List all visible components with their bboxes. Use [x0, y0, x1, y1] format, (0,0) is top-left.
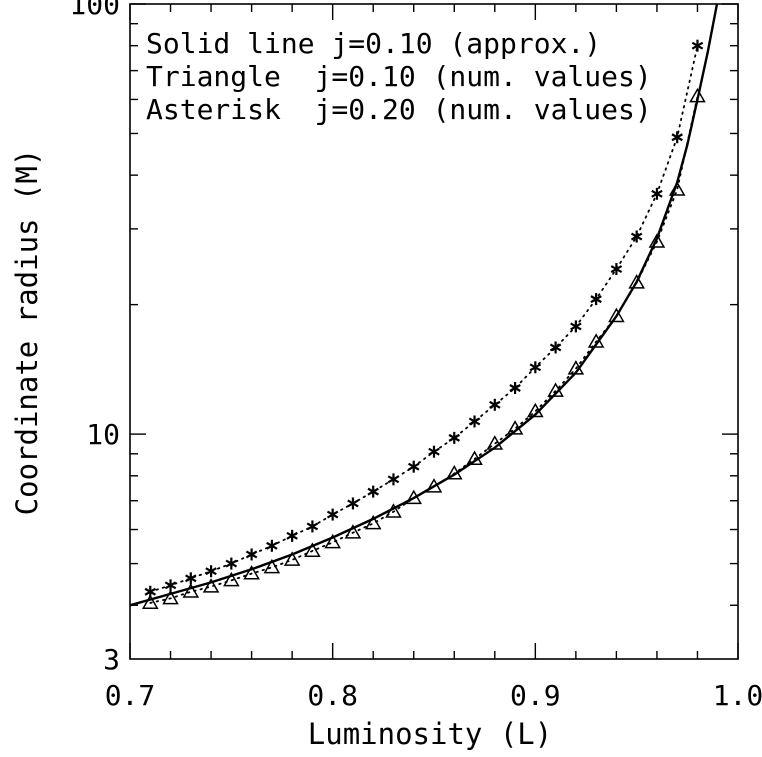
triangle-point — [668, 181, 686, 196]
asterisk-point — [387, 473, 400, 486]
asterisk-point — [570, 320, 582, 333]
triangle-point — [527, 402, 544, 418]
asterisk-point — [407, 460, 420, 473]
triangle-point — [324, 533, 341, 549]
triangle-point — [243, 565, 260, 580]
x-axis-label: Luminosity (L) — [308, 717, 552, 751]
asterisk-point — [529, 361, 542, 374]
x-tick-label: 0.7 — [105, 679, 156, 712]
triangle-point — [486, 435, 504, 450]
asterisk-series-line — [149, 44, 699, 593]
triangle-point — [648, 233, 666, 248]
y-axis-label: Coordinate radius (M) — [10, 149, 44, 516]
asterisk-point — [245, 548, 258, 561]
triangle-point — [304, 542, 321, 557]
asterisk-point — [489, 398, 501, 411]
asterisk-point — [205, 565, 217, 578]
triangle-point — [628, 274, 645, 289]
asterisk-point — [630, 230, 643, 243]
asterisk-point — [590, 293, 602, 306]
triangle-point — [202, 578, 220, 593]
asterisk-point — [448, 431, 461, 444]
y-tick-label: 3 — [103, 643, 120, 676]
legend-entry-triangle: Triangle j=0.10 (num. values) — [146, 60, 652, 93]
triangle-point — [445, 464, 463, 480]
asterisk-point — [164, 579, 177, 592]
asterisk-point — [266, 539, 278, 552]
asterisk-point — [286, 529, 298, 542]
triangle-point — [405, 489, 423, 505]
legend: Solid line j=0.10 (approx.) Triangle j=0… — [146, 27, 652, 126]
asterisk-point — [509, 381, 521, 394]
triangle-point — [567, 360, 585, 375]
solid-approx-curve — [130, 4, 719, 607]
asterisk-point — [367, 485, 379, 498]
triangle-point — [141, 594, 159, 609]
x-tick-label: 0.8 — [307, 679, 358, 712]
asterisk-point — [651, 187, 663, 200]
asterisk-point — [306, 520, 319, 533]
data-markers — [141, 39, 706, 609]
triangle-point — [547, 382, 564, 397]
asterisk-point — [610, 263, 623, 276]
asterisk-point — [144, 585, 157, 598]
asterisk-point — [691, 39, 704, 52]
triangle-point — [263, 558, 281, 574]
triangle-point — [283, 551, 301, 566]
triangle-point — [608, 307, 625, 323]
triangle-point — [364, 514, 382, 530]
x-tick-label: 1.0 — [713, 679, 762, 712]
triangle-point — [182, 583, 200, 598]
plot-frame — [129, 3, 739, 660]
asterisk-point — [347, 497, 359, 510]
plot-frame-group — [129, 3, 739, 660]
triangle-point — [162, 589, 179, 605]
triangle-point — [223, 571, 240, 587]
y-tick-label: 100 — [69, 0, 120, 21]
legend-entry-solid: Solid line j=0.10 (approx.) — [146, 27, 601, 60]
legend-entry-asterisk: Asterisk j=0.20 (num. values) — [146, 93, 652, 126]
asterisk-point — [225, 557, 238, 570]
triangle-point — [466, 450, 483, 466]
triangle-point — [385, 503, 402, 518]
triangle-point — [689, 87, 706, 103]
y-tick-label: 10 — [86, 418, 120, 451]
data-curves — [130, 4, 719, 607]
triangle-series-line — [149, 95, 699, 604]
x-tick-label: 0.9 — [510, 679, 561, 712]
asterisk-point — [671, 131, 683, 144]
asterisk-point — [185, 572, 197, 585]
triangle-point — [587, 333, 605, 348]
asterisk-point — [428, 445, 440, 458]
triangle-point — [344, 524, 362, 539]
asterisk-point — [549, 341, 562, 354]
tick-labels: 0.7 0.8 0.9 1.0 3 10 100 — [69, 0, 762, 712]
triangle-point — [425, 478, 443, 493]
triangle-point — [506, 420, 524, 435]
asterisk-point — [326, 508, 339, 521]
asterisk-point — [468, 415, 481, 428]
